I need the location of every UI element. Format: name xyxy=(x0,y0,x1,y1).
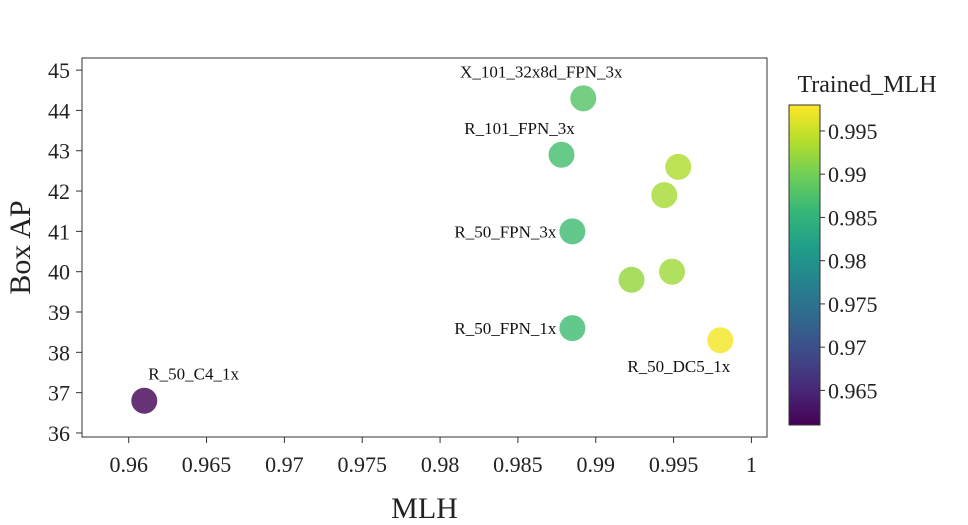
point-annotations: R_50_C4_1x R_50_FPN_1x R_50_FPN_3x R_101_FP… xyxy=(148,62,731,383)
x-axis: 0.96 0.965 0.97 0.975 0.98 0.985 0.99 0.995 1 xyxy=(109,437,757,477)
colorbar-tick-label: 0.985 xyxy=(828,205,878,230)
colorbar: 0.965 0.97 0.975 0.98 0.985 0.99 0.995 xyxy=(788,104,878,426)
data-point xyxy=(559,315,586,342)
plot-area xyxy=(81,57,768,438)
data-points xyxy=(131,85,734,414)
colorbar-tick-label: 0.98 xyxy=(828,249,867,274)
point-label: R_50_FPN_3x xyxy=(454,222,557,241)
y-tick-label: 42 xyxy=(48,179,70,204)
y-tick-label: 43 xyxy=(48,139,70,164)
y-tick-label: 39 xyxy=(48,300,70,325)
x-axis-title: MLH xyxy=(391,492,458,525)
y-tick-label: 45 xyxy=(48,58,70,83)
data-point xyxy=(570,85,597,112)
data-point xyxy=(548,141,575,168)
colorbar-gradient xyxy=(788,104,821,426)
x-tick-label: 1 xyxy=(746,452,757,477)
point-label: R_50_C4_1x xyxy=(148,365,239,384)
data-point xyxy=(131,387,158,414)
x-tick-label: 0.995 xyxy=(649,452,699,477)
x-tick-label: 0.99 xyxy=(577,452,616,477)
colorbar-tick-label: 0.995 xyxy=(828,119,878,144)
point-label: R_50_FPN_1x xyxy=(454,319,557,338)
y-tick-label: 40 xyxy=(48,260,70,285)
y-tick-label: 44 xyxy=(48,98,70,123)
colorbar-tick-label: 0.97 xyxy=(828,335,867,360)
plot-frame xyxy=(81,57,768,438)
x-tick-label: 0.98 xyxy=(421,452,460,477)
y-tick-label: 41 xyxy=(48,219,70,244)
data-point xyxy=(651,182,678,209)
colorbar-tick-label: 0.975 xyxy=(828,292,878,317)
x-tick-label: 0.975 xyxy=(337,452,387,477)
x-tick-label: 0.96 xyxy=(109,452,148,477)
y-tick-label: 38 xyxy=(48,340,70,365)
data-point xyxy=(559,218,586,245)
data-point xyxy=(707,327,734,354)
colorbar-tick-label: 0.99 xyxy=(828,162,867,187)
data-point xyxy=(618,266,645,293)
x-tick-label: 0.985 xyxy=(493,452,543,477)
data-point xyxy=(659,258,686,285)
point-label: R_50_DC5_1x xyxy=(627,357,730,376)
y-axis: 36 37 38 39 40 41 42 43 44 45 xyxy=(48,58,82,446)
y-tick-label: 36 xyxy=(48,421,70,446)
point-label: X_101_32x8d_FPN_3x xyxy=(460,62,623,81)
x-tick-label: 0.965 xyxy=(182,452,232,477)
colorbar-tick-label: 0.965 xyxy=(828,378,878,403)
colorbar-title: Trained_MLH xyxy=(797,72,936,98)
data-point xyxy=(665,153,692,180)
point-label: R_101_FPN_3x xyxy=(464,119,575,138)
x-tick-label: 0.97 xyxy=(265,452,304,477)
y-axis-title: Box AP xyxy=(4,200,37,294)
y-tick-label: 37 xyxy=(48,381,70,406)
